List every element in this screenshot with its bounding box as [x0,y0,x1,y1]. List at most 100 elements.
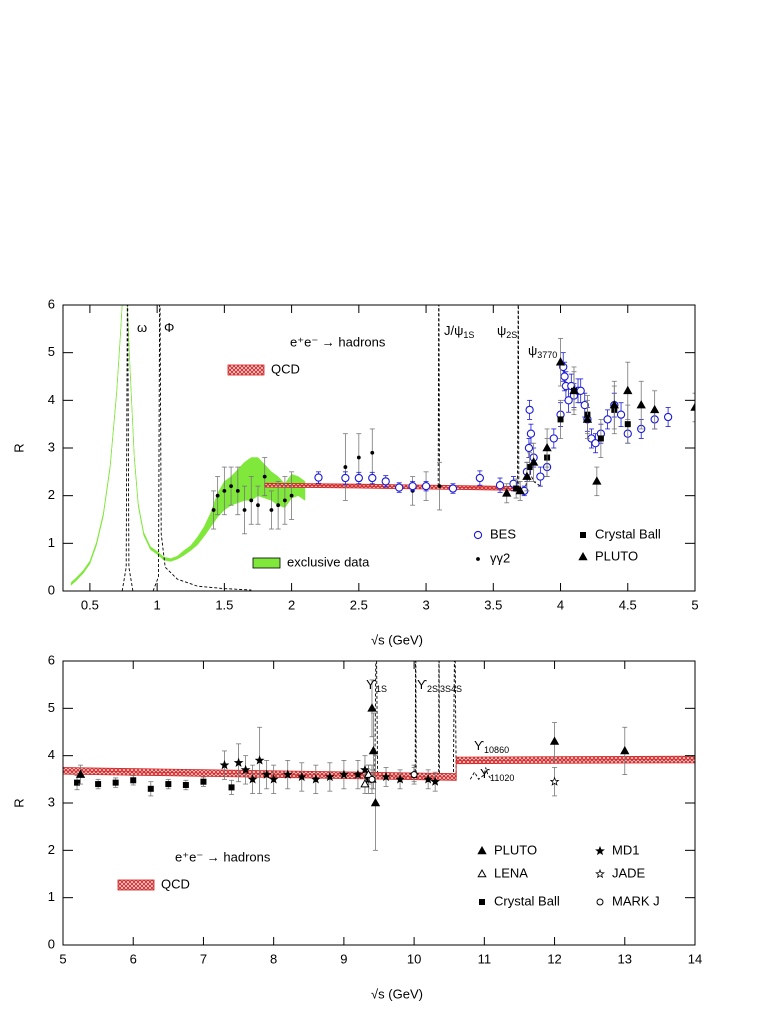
annotation-text: ϒ [366,677,376,692]
point [242,508,247,512]
y-tick-label: 0 [48,582,55,597]
point [381,771,391,782]
annotation: J/ψ1S [444,323,474,340]
annotation: 4S [451,684,462,694]
bes-point [663,412,673,422]
point [557,416,564,423]
y-tick-label: 1 [48,889,55,904]
annotation: Φ [164,320,174,335]
annotation: 3S [440,684,451,694]
point [620,745,630,755]
annotation-text: ϒ [417,677,427,692]
point [165,781,172,788]
point [502,488,512,497]
point [522,471,532,480]
annotation-text: ω [137,320,147,335]
exclusive-band [70,305,306,586]
point [580,532,586,538]
y-tick-label: 3 [48,439,55,454]
point [339,769,349,779]
point [690,402,695,411]
y-tick-label: 4 [48,747,55,762]
point [569,385,579,395]
point [296,771,307,782]
bes-point [549,434,558,443]
annotation-sub: 3770 [537,350,557,360]
bes-point [525,405,534,415]
point [592,476,602,485]
point [95,781,102,788]
bes-point [560,372,569,381]
point [360,779,370,788]
x-tick-label: 0.5 [81,597,99,612]
point [597,435,604,442]
x-tick-label: 4.5 [619,597,637,612]
annotation-text: Φ [164,320,174,335]
annotation-sub: 3S [440,684,451,694]
annotation: ϒ10860 [474,738,509,755]
bes-point [354,473,363,483]
point [247,774,258,784]
legend-label: γγ2 [490,550,510,565]
bes-point [616,410,626,419]
legend-label: JADE [612,865,646,880]
annotation: ϒ1S [366,677,387,694]
bes-point [473,530,483,540]
legend-label: PLUTO [494,842,537,857]
point [595,868,605,879]
point [310,774,321,784]
bes-point [341,473,350,483]
bes-point [381,477,390,486]
point [595,845,605,856]
x-tick-label: 9 [340,951,347,966]
point [229,484,233,489]
annotation-sub: 2S [506,330,517,340]
point [477,868,487,878]
y-axis-label: R [11,798,26,807]
point [609,400,619,409]
point [582,414,593,423]
y-tick-label: 1 [48,535,55,550]
point [254,755,265,765]
point [353,769,363,779]
point [368,745,379,755]
point [423,774,434,784]
x-tick-label: 7 [200,951,207,966]
point [222,489,227,493]
point [74,779,81,786]
legend-label: Crystal Ball [494,893,560,908]
bes-point [408,481,417,491]
point [476,557,480,561]
point [228,784,235,791]
point [356,455,361,460]
bes-point [580,400,589,410]
annotation-sub: 10860 [484,745,509,755]
y-tick-label: 2 [48,842,55,857]
annotation-text: ϒ [480,766,490,781]
x-axis-label: √s (GeV) [371,986,423,1001]
point [289,493,294,498]
point [130,777,137,784]
x-axis-label: √s (GeV) [371,632,423,647]
point [410,771,418,779]
y-tick-label: 3 [48,794,55,809]
point [147,785,154,792]
point [367,703,377,712]
point [370,450,375,455]
point [282,769,293,779]
x-tick-label: 4 [557,597,564,612]
point [249,498,254,503]
annotation: ψ2S [497,323,517,340]
point [526,464,533,471]
bes-point [495,481,505,490]
point [513,485,520,492]
bes-point [603,415,612,424]
annotation-text: J/ψ [444,323,463,338]
bes-point [524,443,534,453]
annotation-sub: 11020 [490,773,514,783]
point [262,474,267,479]
legend-swatch [117,879,155,891]
annotation-sub: 1S [463,330,474,340]
legend-label: MARK J [612,893,660,908]
point [549,736,560,745]
